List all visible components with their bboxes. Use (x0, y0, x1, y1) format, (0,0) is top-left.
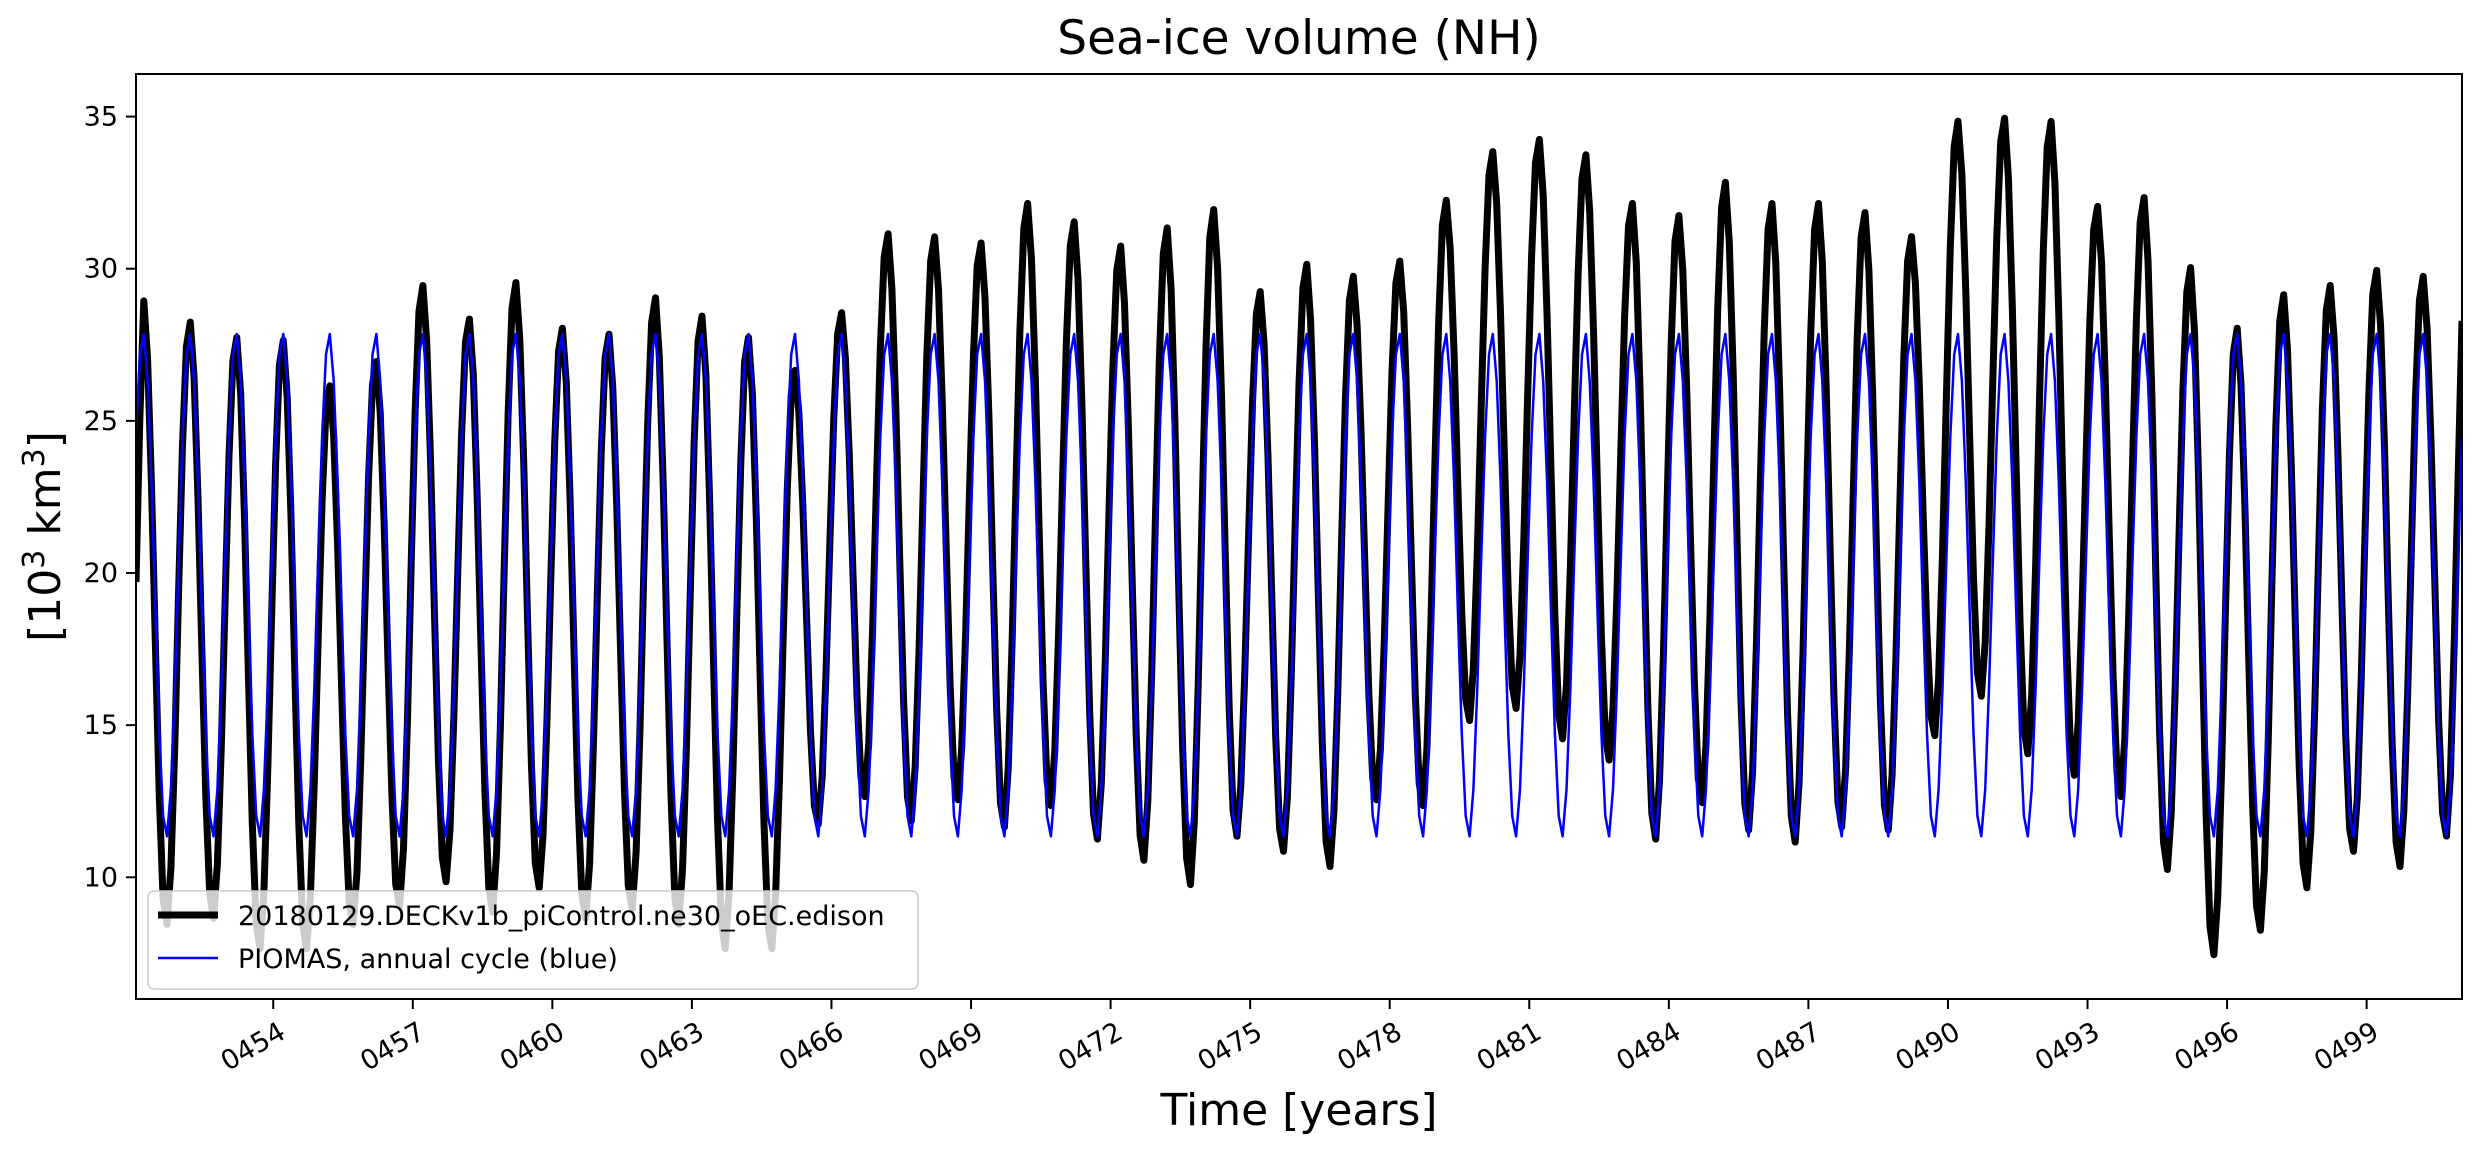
y-tick-label: 20 (84, 558, 118, 589)
y-tick-label: 35 (84, 102, 118, 133)
y-tick-label: 25 (84, 406, 118, 437)
y-tick-label: 15 (84, 710, 118, 741)
chart-title: Sea-ice volume (NH) (1057, 11, 1541, 66)
y-tick-label: 30 (84, 254, 118, 285)
y-axis-label: [103 km3] (17, 431, 71, 642)
legend: 20180129.DECKv1b_piControl.ne30_oEC.edis… (147, 890, 919, 990)
x-axis-label: Time [years] (1159, 1085, 1437, 1136)
series-line-piomas (136, 332, 2462, 838)
legend-box (147, 890, 919, 990)
legend-label-model: 20180129.DECKv1b_piControl.ne30_oEC.edis… (238, 901, 885, 932)
legend-label-piomas: PIOMAS, annual cycle (blue) (238, 944, 618, 975)
y-tick-label: 10 (84, 862, 118, 893)
plot-frame (135, 73, 2463, 1000)
